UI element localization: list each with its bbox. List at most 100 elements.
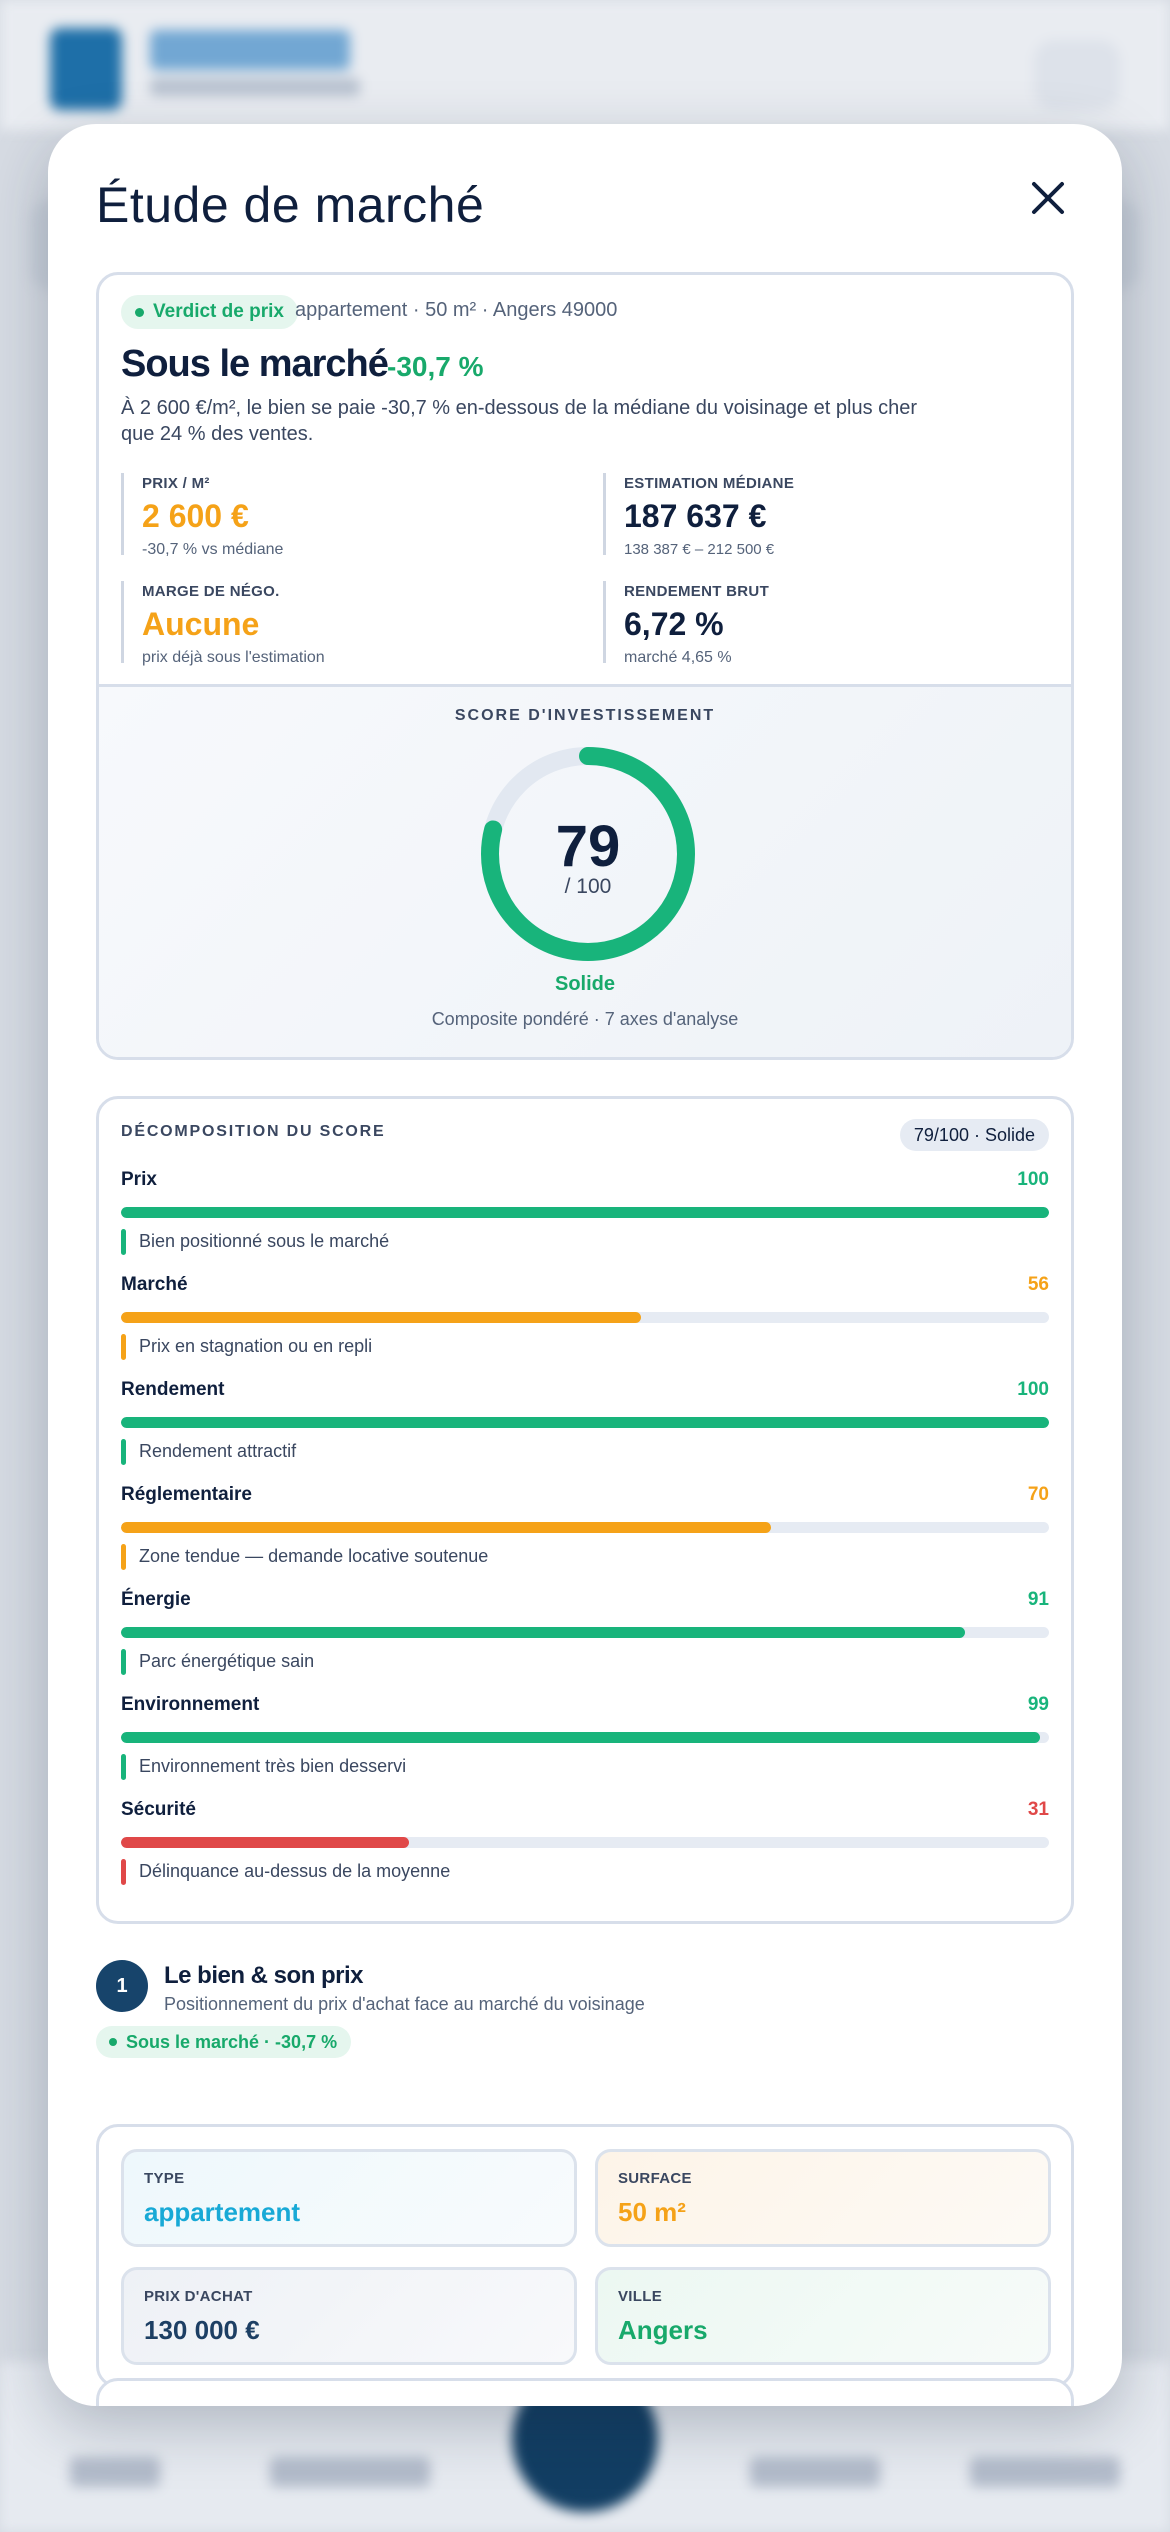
- breakdown-progress-track: [121, 1837, 1049, 1848]
- breakdown-progress-track: [121, 1207, 1049, 1218]
- breakdown-row-note: Bien positionné sous le marché: [121, 1229, 389, 1255]
- price-verdict-card: Verdict de prix appartement · 50 m² · An…: [96, 272, 1074, 1060]
- breakdown-progress-track: [121, 1732, 1049, 1743]
- breakdown-badge: 79/100 · Solide: [899, 1119, 1049, 1151]
- verdict-summary: Verdict de prix appartement · 50 m² · An…: [99, 275, 1071, 687]
- close-icon: [1032, 182, 1064, 214]
- breakdown-row-score: 100: [1017, 1379, 1049, 1400]
- property-meta: appartement · 50 m² · Angers 49000: [295, 299, 618, 321]
- background-logo: [50, 28, 122, 110]
- breakdown-title: DÉCOMPOSITION DU SCORE: [121, 1123, 386, 1140]
- breakdown-row: Marché 56 Prix en stagnation ou en repli: [121, 1274, 1049, 1374]
- breakdown-progress-fill: [121, 1627, 966, 1638]
- step-number: 1: [96, 1960, 148, 2012]
- breakdown-row-score: 56: [1027, 1274, 1049, 1295]
- kpi-median-estimate: ESTIMATION MÉDIANE 187 637 € 138 387 € –…: [603, 473, 1043, 558]
- kpi-value: 187 637 €: [624, 498, 767, 534]
- breakdown-row-score: 100: [1017, 1169, 1049, 1190]
- kpi-gross-yield: RENDEMENT BRUT 6,72 % marché 4,65 %: [603, 581, 1043, 666]
- breakdown-progress-track: [121, 1627, 1049, 1638]
- background-nav-item: [70, 2457, 160, 2487]
- section-property-price: 1 Le bien & son prix Positionnement du p…: [96, 1960, 1076, 2080]
- breakdown-row: Énergie 91 Parc énergétique sain: [121, 1589, 1049, 1689]
- background-nav-item: [270, 2457, 430, 2487]
- tile-label: TYPE: [144, 2170, 185, 2187]
- breakdown-progress-fill: [121, 1522, 771, 1533]
- breakdown-progress-track: [121, 1522, 1049, 1533]
- breakdown-row-name: Prix: [121, 1169, 157, 1190]
- section-title: Le bien & son prix: [164, 1962, 364, 1989]
- score-footnote: Composite pondéré · 7 axes d'analyse: [431, 1009, 739, 1029]
- kpi-label: ESTIMATION MÉDIANE: [624, 475, 795, 492]
- kpi-sub: marché 4,65 %: [624, 649, 732, 666]
- breakdown-row-note: Zone tendue — demande locative soutenue: [121, 1544, 488, 1570]
- breakdown-row: Rendement 100 Rendement attractif: [121, 1379, 1049, 1479]
- breakdown-progress-fill: [121, 1417, 1049, 1428]
- breakdown-row-name: Énergie: [121, 1589, 191, 1610]
- kpi-sub: -30,7 % vs médiane: [142, 541, 284, 558]
- kpi-label: RENDEMENT BRUT: [624, 583, 770, 600]
- close-button[interactable]: [1018, 168, 1078, 228]
- breakdown-row-name: Marché: [121, 1274, 188, 1295]
- breakdown-row-name: Sécurité: [121, 1799, 196, 1820]
- kpi-value: Aucune: [142, 606, 260, 642]
- tile-label: VILLE: [618, 2288, 663, 2305]
- tile-type: TYPE appartement: [121, 2149, 577, 2247]
- score-max: / 100: [564, 875, 612, 898]
- kpi-sub: 138 387 € – 212 500 €: [624, 541, 775, 558]
- kpi-value: 2 600 €: [142, 498, 249, 534]
- kpi-sub: prix déjà sous l'estimation: [142, 649, 325, 666]
- breakdown-row-score: 99: [1027, 1694, 1049, 1715]
- score-label: SCORE D'INVESTISSEMENT: [454, 707, 716, 724]
- kpi-label: PRIX / M²: [142, 475, 210, 492]
- breakdown-row-note: Délinquance au-dessus de la moyenne: [121, 1859, 450, 1885]
- breakdown-row-score: 91: [1027, 1589, 1049, 1610]
- score-tier: Solide: [554, 973, 615, 995]
- verdict-headline: Sous le marché: [121, 343, 389, 385]
- tile-label: SURFACE: [618, 2170, 692, 2187]
- score-gauge-ring: [481, 747, 695, 961]
- breakdown-row-note: Prix en stagnation ou en repli: [121, 1334, 372, 1360]
- kpi-price-m2: PRIX / M² 2 600 € -30,7 % vs médiane: [121, 473, 561, 558]
- tile-value: Angers: [618, 2315, 708, 2345]
- background-brand: [150, 30, 350, 70]
- breakdown-row: Environnement 99 Environnement très bien d…: [121, 1694, 1049, 1794]
- breakdown-row-note: Rendement attractif: [121, 1439, 296, 1465]
- score-breakdown-card: DÉCOMPOSITION DU SCORE 79/100 · Solide P…: [96, 1096, 1074, 1924]
- breakdown-row-score: 31: [1027, 1799, 1049, 1820]
- tile-value: 130 000 €: [144, 2315, 260, 2345]
- tile-label: PRIX D'ACHAT: [144, 2288, 253, 2305]
- breakdown-progress-fill: [121, 1312, 641, 1323]
- breakdown-row-name: Environnement: [121, 1694, 260, 1715]
- tile-value: 50 m²: [618, 2197, 686, 2227]
- breakdown-row-name: Rendement: [121, 1379, 225, 1400]
- section-status-pill: Sous le marché · -30,7 %: [96, 2026, 352, 2058]
- breakdown-progress-fill: [121, 1207, 1049, 1218]
- breakdown-progress-fill: [121, 1732, 1040, 1743]
- verdict-description: À 2 600 €/m², le bien se paie -30,7 % en…: [121, 397, 918, 445]
- breakdown-progress-fill: [121, 1837, 409, 1848]
- breakdown-row-score: 70: [1027, 1484, 1049, 1505]
- breakdown-row-name: Réglementaire: [121, 1484, 252, 1505]
- section-subtitle: Positionnement du prix d'achat face au m…: [164, 1994, 645, 2014]
- property-info-card: TYPE appartement SURFACE 50 m² PRIX D'AC…: [96, 2124, 1074, 2388]
- market-study-modal: Étude de marché Verdict de prix appartem…: [48, 124, 1122, 2406]
- breakdown-row: Prix 100 Bien positionné sous le marché: [121, 1169, 1049, 1269]
- kpi-label: MARGE DE NÉGO.: [142, 583, 280, 600]
- tile-value: appartement: [144, 2197, 301, 2227]
- background-profile-button: [1034, 40, 1120, 110]
- background-brand-tagline: [150, 78, 360, 96]
- tile-city: VILLE Angers: [595, 2267, 1051, 2365]
- breakdown-progress-track: [121, 1417, 1049, 1428]
- score-value: 79: [555, 814, 621, 879]
- breakdown-progress-track: [121, 1312, 1049, 1323]
- breakdown-row: Réglementaire 70 Zone tendue — demande loc…: [121, 1484, 1049, 1584]
- tile-surface: SURFACE 50 m²: [595, 2149, 1051, 2247]
- background-nav-item: [750, 2457, 880, 2487]
- next-section-card: [96, 2378, 1074, 2406]
- breakdown-row-note: Parc énergétique sain: [121, 1649, 314, 1675]
- modal-title: Étude de marché: [96, 177, 485, 233]
- score-gauge: 79 / 100: [477, 743, 699, 965]
- kpi-negotiation-margin: MARGE DE NÉGO. Aucune prix déjà sous l'e…: [121, 581, 561, 666]
- breakdown-row: Sécurité 31 Délinquance au-dessus de la mo…: [121, 1799, 1049, 1899]
